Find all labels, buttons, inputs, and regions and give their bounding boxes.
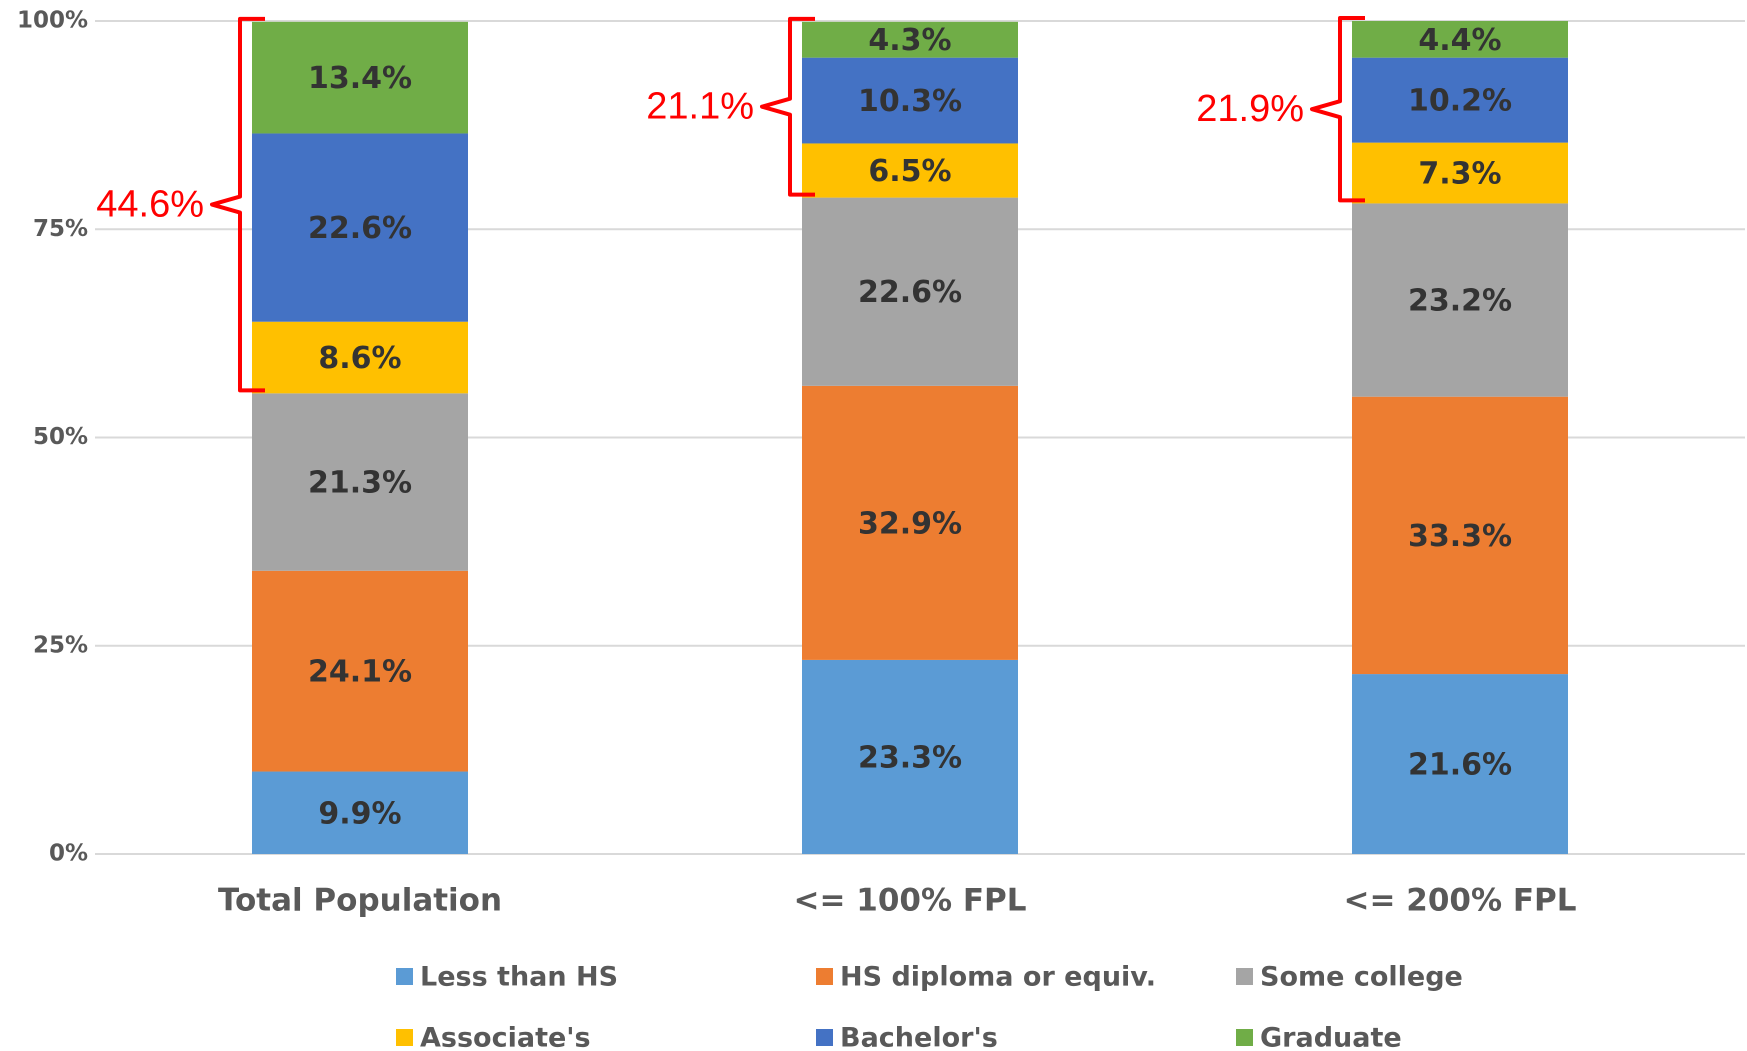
data-label: 32.9%: [858, 506, 962, 541]
bar-segment: [1352, 21, 1568, 58]
legend-label: Graduate: [1260, 1023, 1402, 1051]
data-label: 13.4%: [308, 61, 412, 96]
y-tick-label: 50%: [33, 424, 88, 450]
bar-segment: [1352, 142, 1568, 204]
bar-segment: [252, 771, 468, 854]
legend-swatch: [396, 1029, 413, 1046]
bracket: [1310, 16, 1365, 203]
legend-label: Associate's: [420, 1023, 591, 1051]
bracket: [760, 16, 815, 197]
legend-swatch: [1236, 968, 1253, 985]
x-tick-label: <= 100% FPL: [794, 883, 1027, 919]
data-label: 21.3%: [308, 466, 412, 501]
legend-swatch: [816, 1029, 833, 1046]
data-label: 4.4%: [1418, 23, 1501, 58]
bar-segment: [802, 21, 1018, 58]
bar-segment: [252, 21, 468, 134]
bar-segment: [1352, 674, 1568, 854]
bar-segment: [1352, 203, 1568, 397]
bar-segment: [802, 143, 1018, 198]
bar-segment: [252, 133, 468, 322]
data-label: 4.3%: [868, 23, 951, 58]
data-label: 22.6%: [308, 211, 412, 246]
legend-swatch: [816, 968, 833, 985]
bar-segment: [1352, 57, 1568, 143]
data-label: 7.3%: [1418, 157, 1501, 192]
data-label: 10.3%: [858, 84, 962, 119]
data-label: 6.5%: [868, 154, 951, 189]
x-tick-label: Total Population: [218, 883, 502, 919]
data-label: 10.2%: [1408, 84, 1512, 119]
annotation: 21.1%: [646, 86, 754, 128]
annotation: 44.6%: [96, 184, 204, 226]
y-tick-label: 100%: [17, 8, 88, 34]
bar-segment: [802, 659, 1018, 854]
bar-segment: [802, 385, 1018, 660]
bracket: [210, 16, 265, 393]
bar-segment: [802, 57, 1018, 144]
y-tick-label: 25%: [33, 632, 88, 658]
y-tick-label: 0%: [49, 841, 88, 867]
annotation: 21.9%: [1196, 88, 1304, 130]
data-label: 22.6%: [858, 275, 962, 310]
bar-segment: [802, 197, 1018, 386]
x-tick-label: <= 200% FPL: [1344, 883, 1577, 919]
bar-segment: [1352, 396, 1568, 675]
data-label: 21.6%: [1408, 748, 1512, 783]
data-label: 8.6%: [318, 341, 401, 376]
bar-segment: [252, 393, 468, 571]
data-label: 33.3%: [1408, 519, 1512, 554]
legend-swatch: [396, 968, 413, 985]
data-label: 24.1%: [308, 655, 412, 690]
legend-label: HS diploma or equiv.: [840, 962, 1156, 993]
data-label: 23.3%: [858, 740, 962, 775]
legend-label: Some college: [1260, 962, 1463, 993]
legend-label: Bachelor's: [840, 1023, 998, 1051]
legend-swatch: [1236, 1029, 1253, 1046]
data-label: 9.9%: [318, 796, 401, 831]
bar-segment: [252, 321, 468, 394]
legend-label: Less than HS: [420, 962, 618, 993]
data-label: 23.2%: [1408, 284, 1512, 319]
bar-segment: [252, 570, 468, 772]
y-tick-label: 75%: [33, 216, 88, 242]
